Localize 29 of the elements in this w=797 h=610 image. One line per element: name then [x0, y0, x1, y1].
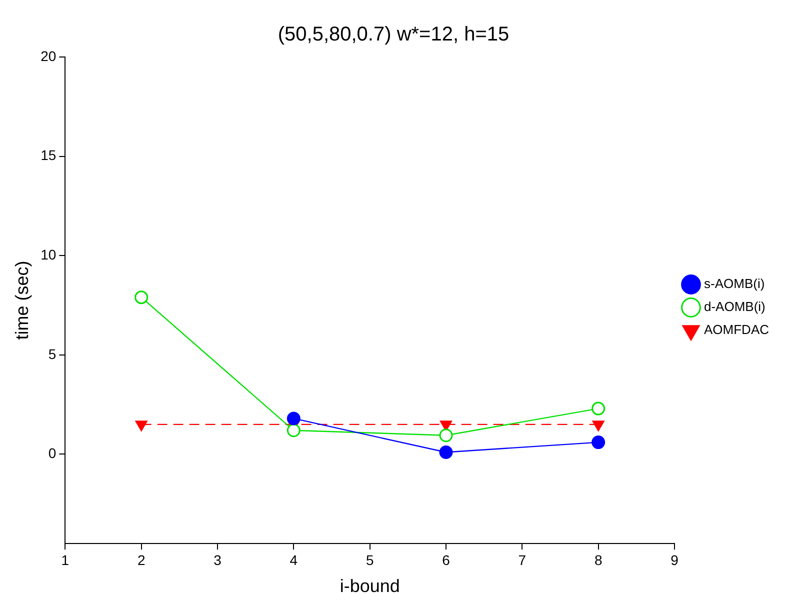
chart-title: (50,5,80,0.7) w*=12, h=15: [278, 24, 510, 46]
x-tick-label: 6: [442, 552, 450, 568]
y-tick-label: 0: [48, 445, 56, 462]
point: [439, 428, 453, 442]
point: [592, 402, 606, 416]
y-axis-title: time (sec): [12, 260, 32, 340]
x-tick-label: 5: [366, 552, 374, 568]
point: [439, 445, 453, 459]
x-tick-label: 2: [137, 552, 146, 568]
y-tick-label: 20: [40, 48, 56, 64]
x-tick-label: 9: [670, 552, 679, 568]
point: [286, 412, 300, 426]
point: [286, 424, 300, 438]
x-axis-title: i-bound: [340, 576, 400, 596]
legend-label: AOMFDAC: [704, 322, 769, 338]
y-tick-label: 15: [40, 147, 56, 164]
point: [135, 420, 148, 432]
x-tick-label: 7: [518, 552, 526, 568]
point: [592, 436, 606, 450]
legend-label: d-AOMB(i): [704, 299, 766, 314]
legend-label: s-AOMB(i): [704, 276, 765, 292]
y-tick-label: 10: [40, 246, 56, 262]
x-tick-label: 1: [61, 552, 70, 568]
y-tick-label: 5: [48, 346, 56, 362]
point: [592, 420, 604, 432]
point: [134, 290, 148, 304]
x-tick-label: 4: [290, 552, 298, 568]
x-tick-label: 8: [594, 552, 602, 568]
x-tick-label: 3: [214, 552, 222, 568]
